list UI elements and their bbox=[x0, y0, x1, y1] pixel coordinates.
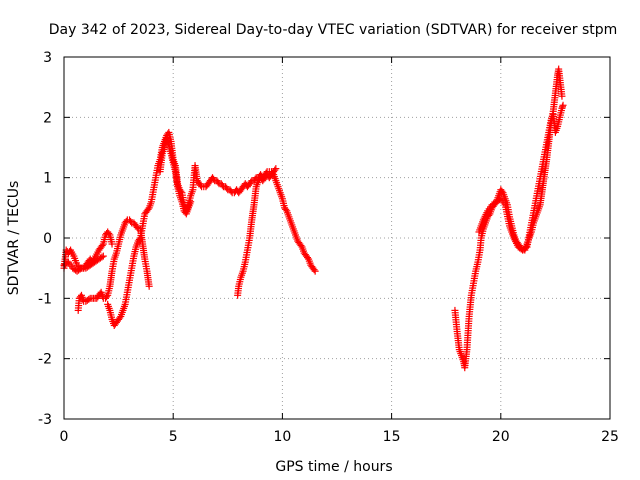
x-tick-label: 15 bbox=[383, 429, 401, 445]
y-axis-title: SDTVAR / TECUs bbox=[6, 181, 22, 296]
data-point bbox=[145, 282, 153, 290]
data-point bbox=[558, 92, 566, 100]
y-tick-label: 0 bbox=[43, 231, 52, 247]
data-point bbox=[135, 236, 143, 244]
y-tick-label: -3 bbox=[38, 412, 52, 428]
data-point bbox=[98, 242, 106, 250]
data-point bbox=[271, 166, 279, 174]
data-point bbox=[85, 295, 93, 303]
data-point bbox=[247, 178, 255, 186]
data-point bbox=[187, 198, 195, 206]
y-tick-label: 3 bbox=[43, 50, 52, 66]
data-point bbox=[297, 242, 305, 250]
data-point bbox=[133, 223, 141, 231]
y-tick-label: 2 bbox=[43, 110, 52, 126]
data-point bbox=[197, 181, 204, 189]
data-point bbox=[99, 252, 107, 260]
data-point bbox=[214, 178, 222, 186]
data-point bbox=[98, 253, 106, 261]
y-tick-label: -1 bbox=[38, 291, 52, 307]
data-point bbox=[498, 187, 506, 195]
data-point bbox=[103, 293, 111, 301]
data-point bbox=[105, 229, 113, 237]
data-point bbox=[210, 175, 218, 183]
data-point bbox=[310, 266, 318, 274]
data-point bbox=[144, 205, 152, 213]
data-point bbox=[223, 184, 231, 192]
y-tick-label: 1 bbox=[43, 171, 52, 187]
x-tick-label: 10 bbox=[273, 429, 291, 445]
data-point bbox=[304, 254, 312, 262]
data-point bbox=[282, 205, 290, 213]
x-axis-title: GPS time / hours bbox=[275, 459, 392, 475]
data-point bbox=[218, 181, 226, 189]
data-point bbox=[116, 314, 124, 322]
data-points bbox=[60, 65, 567, 372]
axis-ticks: 0 5 10 15 20 25 -3 -2 -1 0 1 2 3 bbox=[38, 50, 619, 445]
data-point bbox=[311, 267, 319, 275]
y-tick-label: -2 bbox=[38, 352, 52, 368]
data-point bbox=[73, 261, 81, 269]
data-point bbox=[76, 265, 84, 273]
data-point bbox=[559, 101, 567, 109]
chart-title: Day 342 of 2023, Sidereal Day-to-day VTE… bbox=[49, 22, 618, 38]
data-point bbox=[127, 217, 135, 225]
x-tick-label: 0 bbox=[60, 429, 69, 445]
data-point bbox=[272, 165, 280, 173]
x-tick-label: 20 bbox=[492, 429, 510, 445]
x-tick-label: 5 bbox=[169, 429, 178, 445]
data-point bbox=[108, 240, 116, 248]
grid bbox=[64, 57, 610, 419]
x-tick-label: 25 bbox=[601, 429, 619, 445]
